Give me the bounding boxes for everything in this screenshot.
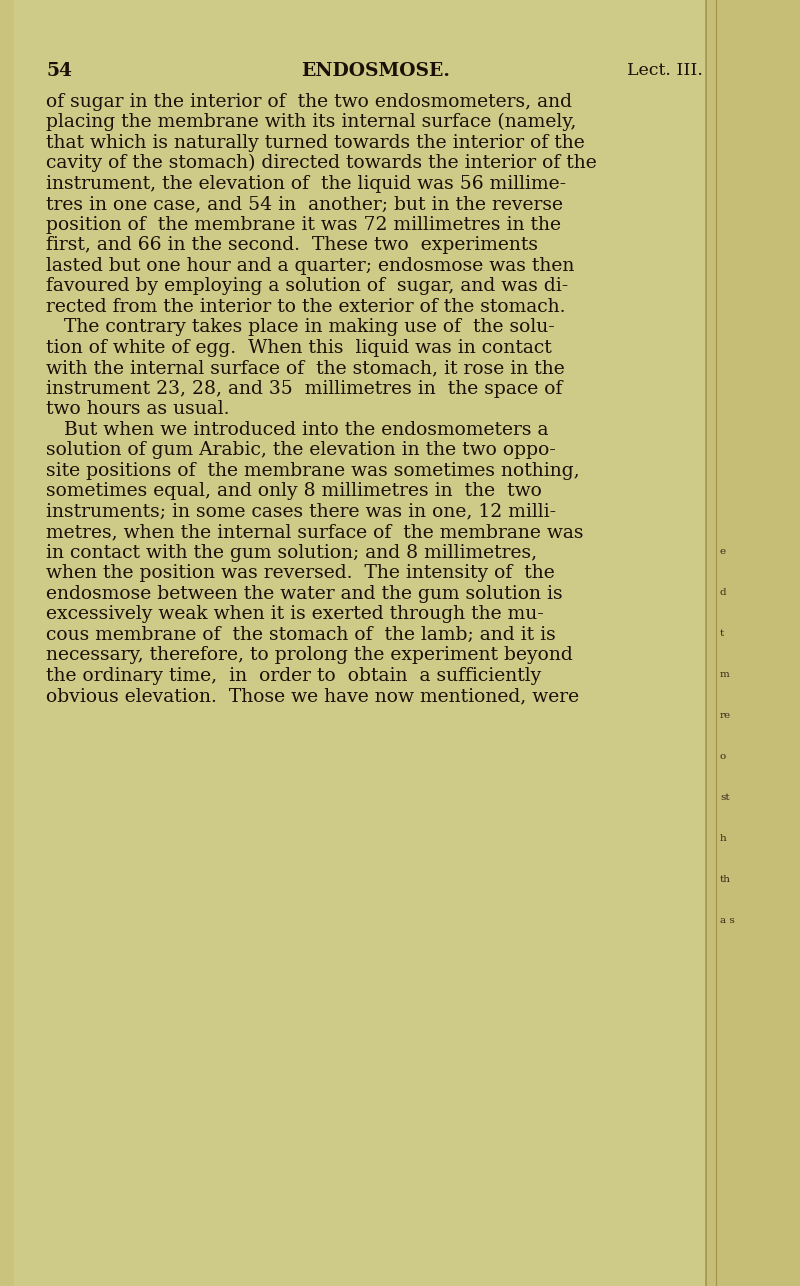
Text: d: d	[720, 588, 726, 597]
Text: sometimes equal, and only 8 millimetres in  the  two: sometimes equal, and only 8 millimetres …	[46, 482, 542, 500]
Text: e: e	[720, 547, 726, 556]
Text: instruments; in some cases there was in one, 12 milli-: instruments; in some cases there was in …	[46, 503, 557, 521]
Text: solution of gum Arabic, the elevation in the two oppo-: solution of gum Arabic, the elevation in…	[46, 441, 556, 459]
Text: endosmose between the water and the gum solution is: endosmose between the water and the gum …	[46, 585, 563, 603]
Text: cous membrane of  the stomach of  the lamb; and it is: cous membrane of the stomach of the lamb…	[46, 625, 556, 643]
Text: o: o	[720, 751, 726, 760]
Text: re: re	[720, 711, 731, 720]
Text: when the position was reversed.  The intensity of  the: when the position was reversed. The inte…	[46, 565, 555, 583]
Text: instrument, the elevation of  the liquid was 56 millime-: instrument, the elevation of the liquid …	[46, 175, 566, 193]
Text: Lect. III.: Lect. III.	[626, 62, 702, 78]
Text: in contact with the gum solution; and 8 millimetres,: in contact with the gum solution; and 8 …	[46, 544, 538, 562]
Text: two hours as usual.: two hours as usual.	[46, 400, 230, 418]
Text: t: t	[720, 629, 724, 638]
Text: position of  the membrane it was 72 millimetres in the: position of the membrane it was 72 milli…	[46, 216, 562, 234]
Text: tion of white of egg.  When this  liquid was in contact: tion of white of egg. When this liquid w…	[46, 338, 552, 356]
Text: placing the membrane with its internal surface (namely,: placing the membrane with its internal s…	[46, 113, 577, 131]
Text: with the internal surface of  the stomach, it rose in the: with the internal surface of the stomach…	[46, 359, 565, 377]
Text: cavity of the stomach) directed towards the interior of the: cavity of the stomach) directed towards …	[46, 154, 597, 172]
Text: of sugar in the interior of  the two endosmometers, and: of sugar in the interior of the two endo…	[46, 93, 573, 111]
Text: tres in one case, and 54 in  another; but in the reverse: tres in one case, and 54 in another; but…	[46, 195, 563, 213]
Text: But when we introduced into the endosmometers a: But when we introduced into the endosmom…	[46, 421, 549, 439]
Text: rected from the interior to the exterior of the stomach.: rected from the interior to the exterior…	[46, 297, 566, 315]
Text: lasted but one hour and a quarter; endosmose was then: lasted but one hour and a quarter; endos…	[46, 257, 574, 275]
Text: ENDOSMOSE.: ENDOSMOSE.	[302, 62, 450, 80]
Text: first, and 66 in the second.  These two  experiments: first, and 66 in the second. These two e…	[46, 237, 538, 255]
Text: metres, when the internal surface of  the membrane was: metres, when the internal surface of the…	[46, 523, 584, 541]
Text: excessively weak when it is exerted through the mu-: excessively weak when it is exerted thro…	[46, 606, 544, 624]
Text: 54: 54	[46, 62, 73, 80]
Text: that which is naturally turned towards the interior of the: that which is naturally turned towards t…	[46, 134, 585, 152]
Bar	[0, 0, 14, 1286]
Text: The contrary takes place in making use of  the solu-: The contrary takes place in making use o…	[46, 318, 555, 336]
Text: st: st	[720, 792, 730, 801]
Text: the ordinary time,  in  order to  obtain  a sufficiently: the ordinary time, in order to obtain a …	[46, 666, 542, 684]
Text: m: m	[720, 670, 730, 679]
Text: a s: a s	[720, 916, 734, 925]
Text: site positions of  the membrane was sometimes nothing,: site positions of the membrane was somet…	[46, 462, 580, 480]
Text: instrument 23, 28, and 35  millimetres in  the space of: instrument 23, 28, and 35 millimetres in…	[46, 379, 562, 397]
Text: favoured by employing a solution of  sugar, and was di-: favoured by employing a solution of suga…	[46, 276, 569, 294]
Text: necessary, therefore, to prolong the experiment beyond: necessary, therefore, to prolong the exp…	[46, 646, 573, 664]
Text: th: th	[720, 874, 731, 883]
Bar	[706, 0, 800, 1286]
Text: obvious elevation.  Those we have now mentioned, were: obvious elevation. Those we have now men…	[46, 687, 579, 705]
Text: h: h	[720, 833, 726, 842]
